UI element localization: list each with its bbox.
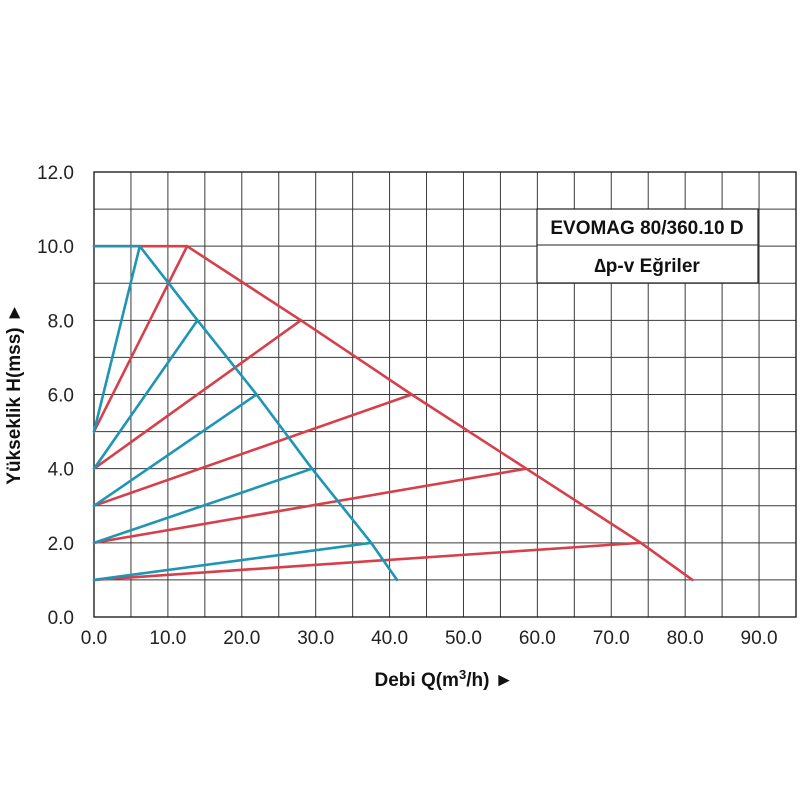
tick-labels: 0.0 10.0 20.0 30.0 40.0 50.0 60.0 70.0 80.0 90.0 0…: [37, 163, 778, 649]
x-axis-title: Debi Q(m3/h) ►: [375, 667, 514, 691]
series-line-blue-9: [92, 393, 258, 508]
y-tick-label: 8.0: [48, 311, 74, 332]
x-tick-label: 90.0: [741, 628, 778, 649]
series-line-red-1: [92, 244, 189, 433]
series-line-blue-7: [92, 244, 142, 433]
x-tick-label: 70.0: [593, 628, 630, 649]
x-axis-title-main: Debi Q(m: [375, 670, 459, 691]
legend-frame: [536, 208, 759, 284]
series-line-blue-10: [92, 467, 314, 545]
grid: [93, 171, 797, 618]
y-tick-label: 10.0: [37, 237, 74, 258]
legend-title-line-2: ∆p-v Eğriler: [594, 256, 700, 277]
series-line-blue-6: [92, 244, 399, 582]
y-tick-label: 6.0: [48, 386, 74, 407]
series-line-red-3: [92, 393, 414, 508]
series-line-red-0: [92, 244, 694, 582]
x-tick-label: 50.0: [445, 628, 482, 649]
legend-box: EVOMAG 80/360.10 D ∆p-v Eğriler: [536, 208, 759, 284]
x-tick-label: 60.0: [519, 628, 556, 649]
x-tick-label: 20.0: [223, 628, 260, 649]
y-axis-title: Yükseklik H(mss) ►: [4, 303, 25, 484]
x-tick-label: 40.0: [371, 628, 408, 649]
series-group: [92, 244, 694, 582]
x-axis-title-sup: 3: [459, 667, 466, 682]
y-tick-label: 4.0: [48, 460, 74, 481]
x-tick-label: 30.0: [297, 628, 334, 649]
series-line-blue-8: [92, 318, 199, 471]
plot-frame: [93, 171, 797, 618]
x-tick-label: 80.0: [667, 628, 704, 649]
series-line-red-2: [92, 318, 303, 471]
series-line-red-5: [92, 541, 643, 582]
x-tick-label: 10.0: [149, 628, 186, 649]
series-line-red-4: [92, 467, 528, 545]
y-tick-label: 0.0: [48, 608, 74, 629]
legend-title-line-1: EVOMAG 80/360.10 D: [550, 218, 743, 239]
x-axis-title-end: /h) ►: [466, 670, 513, 691]
y-tick-label: 12.0: [37, 163, 74, 184]
x-tick-label: 0.0: [81, 628, 107, 649]
series-line-blue-11: [92, 541, 373, 582]
y-tick-label: 2.0: [48, 534, 74, 555]
